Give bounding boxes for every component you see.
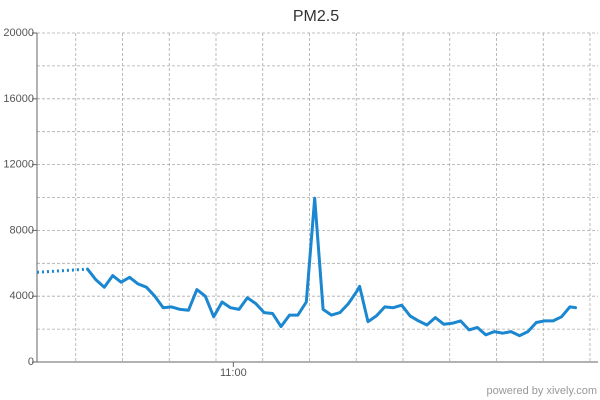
y-tick-label: 20000 [3, 27, 34, 39]
series-line-dotted [36, 267, 88, 274]
y-tick-label: 12000 [3, 159, 34, 171]
series-layer [36, 196, 578, 338]
grid-lines [37, 32, 598, 362]
axes: 0 4000 8000 12000 16000 20000 11:00 [3, 27, 598, 379]
series-line [86, 196, 578, 338]
chart-title: PM2.5 [293, 8, 339, 25]
y-tick-label: 8000 [10, 224, 34, 236]
x-tick-label: 11:00 [220, 367, 247, 379]
y-tick-label: 4000 [10, 290, 34, 302]
y-tick-label: 0 [28, 356, 34, 368]
powered-by-credit[interactable]: powered by xively.com [487, 385, 597, 397]
y-tick-label: 16000 [3, 93, 34, 105]
